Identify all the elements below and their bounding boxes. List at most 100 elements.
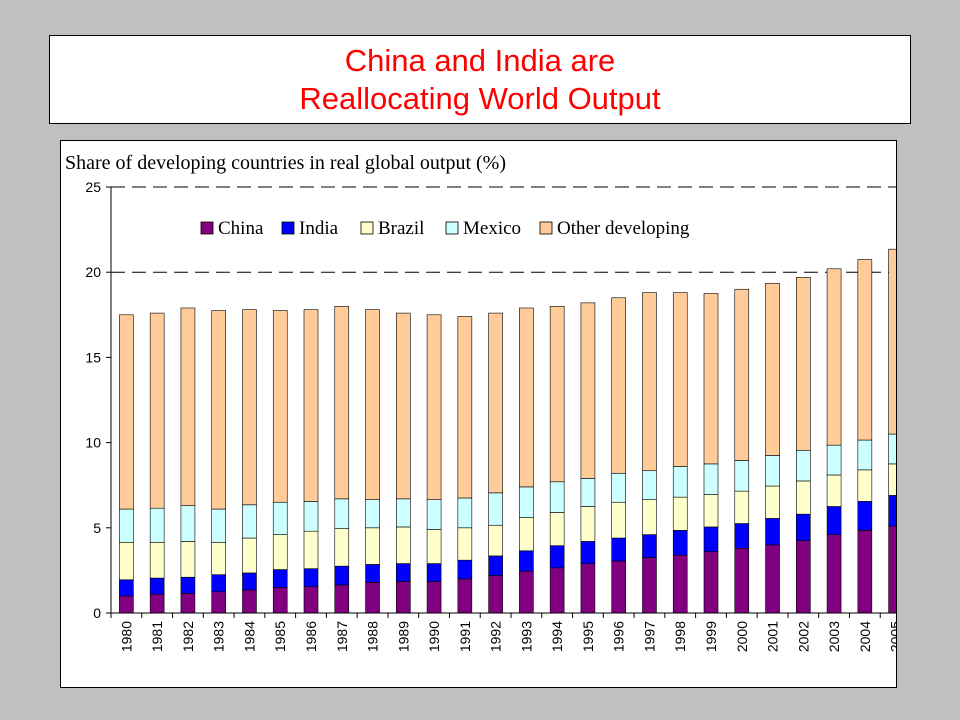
x-tick-label: 1999 <box>703 621 719 652</box>
x-tick-label: 1982 <box>180 621 196 652</box>
bar-segment-china <box>242 590 256 613</box>
legend-label-mexico: Mexico <box>463 218 521 239</box>
bar-segment-brazil <box>673 497 687 530</box>
bar-segment-china <box>735 548 749 613</box>
bar-segment-other-developing <box>581 303 595 479</box>
bar-segment-china <box>181 593 195 613</box>
bar-segment-china <box>858 530 872 613</box>
bar-segment-brazil <box>181 541 195 577</box>
bar-segment-mexico <box>181 506 195 542</box>
legend-swatch-india <box>282 222 294 234</box>
bar-segment-india <box>396 564 410 582</box>
x-tick-label: 2003 <box>826 621 842 652</box>
bar-segment-china <box>119 596 133 613</box>
bar-segment-brazil <box>427 530 441 564</box>
bar-segment-china <box>427 581 441 613</box>
bar-segment-mexico <box>304 501 318 531</box>
bar-segment-brazil <box>489 525 503 556</box>
bar-segment-china <box>489 576 503 613</box>
bar-segment-mexico <box>766 455 780 486</box>
bar-segment-mexico <box>673 466 687 497</box>
x-tick-label: 1991 <box>457 621 473 652</box>
bar-segment-india <box>796 514 810 540</box>
bar-segment-other-developing <box>489 313 503 493</box>
bar-segment-other-developing <box>273 311 287 503</box>
bar-segment-mexico <box>704 464 718 495</box>
bar-segment-mexico <box>119 509 133 542</box>
bar-segment-other-developing <box>427 315 441 500</box>
bar-segment-mexico <box>550 482 564 513</box>
bar-segment-brazil <box>858 470 872 502</box>
bar-segment-mexico <box>335 499 349 529</box>
bar-segment-other-developing <box>150 313 164 508</box>
bar-segment-other-developing <box>458 317 472 498</box>
bar-segment-china <box>612 561 626 613</box>
slide-title-line-1: China and India are <box>345 42 616 80</box>
bar-segment-other-developing <box>550 306 564 482</box>
bar-segment-brazil <box>212 542 226 574</box>
x-tick-label: 2005 <box>888 621 896 652</box>
legend-label-other-developing: Other developing <box>557 218 690 239</box>
bar-segment-india <box>150 578 164 594</box>
bar-segment-mexico <box>242 505 256 538</box>
bar-segment-mexico <box>858 440 872 470</box>
bar-segment-mexico <box>489 493 503 525</box>
bar-segment-india <box>519 551 533 571</box>
bar-segment-brazil <box>550 512 564 545</box>
bar-segment-india <box>581 541 595 563</box>
bar-segment-india <box>735 524 749 549</box>
bar-segment-other-developing <box>519 308 533 487</box>
x-tick-label: 1988 <box>365 621 381 652</box>
bar-segment-mexico <box>735 460 749 491</box>
bar-segment-mexico <box>519 487 533 518</box>
bar-segment-other-developing <box>673 293 687 467</box>
bar-segment-india <box>458 560 472 579</box>
bar-segment-other-developing <box>704 294 718 464</box>
bar-segment-india <box>673 530 687 555</box>
bar-segment-brazil <box>304 531 318 568</box>
y-tick-label: 25 <box>85 179 101 195</box>
bar-segment-brazil <box>519 518 533 551</box>
bars <box>119 249 896 613</box>
y-tick-label: 20 <box>85 264 101 280</box>
legend-swatch-china <box>201 222 213 234</box>
bar-segment-mexico <box>212 509 226 542</box>
bar-segment-other-developing <box>396 313 410 499</box>
bar-segment-china <box>304 587 318 613</box>
bar-segment-india <box>489 556 503 576</box>
y-tick-label: 10 <box>85 435 101 451</box>
bar-segment-india <box>366 564 380 582</box>
bar-segment-mexico <box>889 434 896 464</box>
x-tick-label: 1987 <box>334 621 350 652</box>
bar-segment-china <box>827 535 841 613</box>
bar-segment-mexico <box>612 473 626 502</box>
bar-segment-brazil <box>396 527 410 564</box>
bar-segment-mexico <box>458 498 472 528</box>
bar-segment-other-developing <box>735 289 749 460</box>
bar-segment-other-developing <box>827 269 841 445</box>
x-tick-label: 1983 <box>211 621 227 652</box>
bar-segment-india <box>766 518 780 544</box>
x-tick-label: 1996 <box>611 621 627 652</box>
x-tick-label: 2002 <box>795 621 811 652</box>
bar-segment-mexico <box>273 502 287 534</box>
bar-segment-china <box>212 592 226 613</box>
bar-segment-brazil <box>335 529 349 566</box>
bar-segment-china <box>458 579 472 613</box>
bar-segment-brazil <box>458 528 472 560</box>
bar-segment-mexico <box>427 500 441 530</box>
bar-segment-china <box>273 587 287 613</box>
bar-segment-china <box>581 564 595 613</box>
bar-segment-china <box>550 568 564 613</box>
legend-swatch-brazil <box>361 222 373 234</box>
bar-segment-china <box>766 545 780 613</box>
slide-title: China and India are Reallocating World O… <box>49 35 911 124</box>
bar-segment-other-developing <box>119 315 133 509</box>
bar-segment-brazil <box>150 542 164 578</box>
legend-label-india: India <box>299 218 339 239</box>
bar-segment-india <box>612 538 626 561</box>
x-tick-label: 1984 <box>241 621 257 652</box>
bar-segment-brazil <box>642 500 656 535</box>
bar-segment-china <box>366 582 380 613</box>
x-tick-label: 1998 <box>672 621 688 652</box>
